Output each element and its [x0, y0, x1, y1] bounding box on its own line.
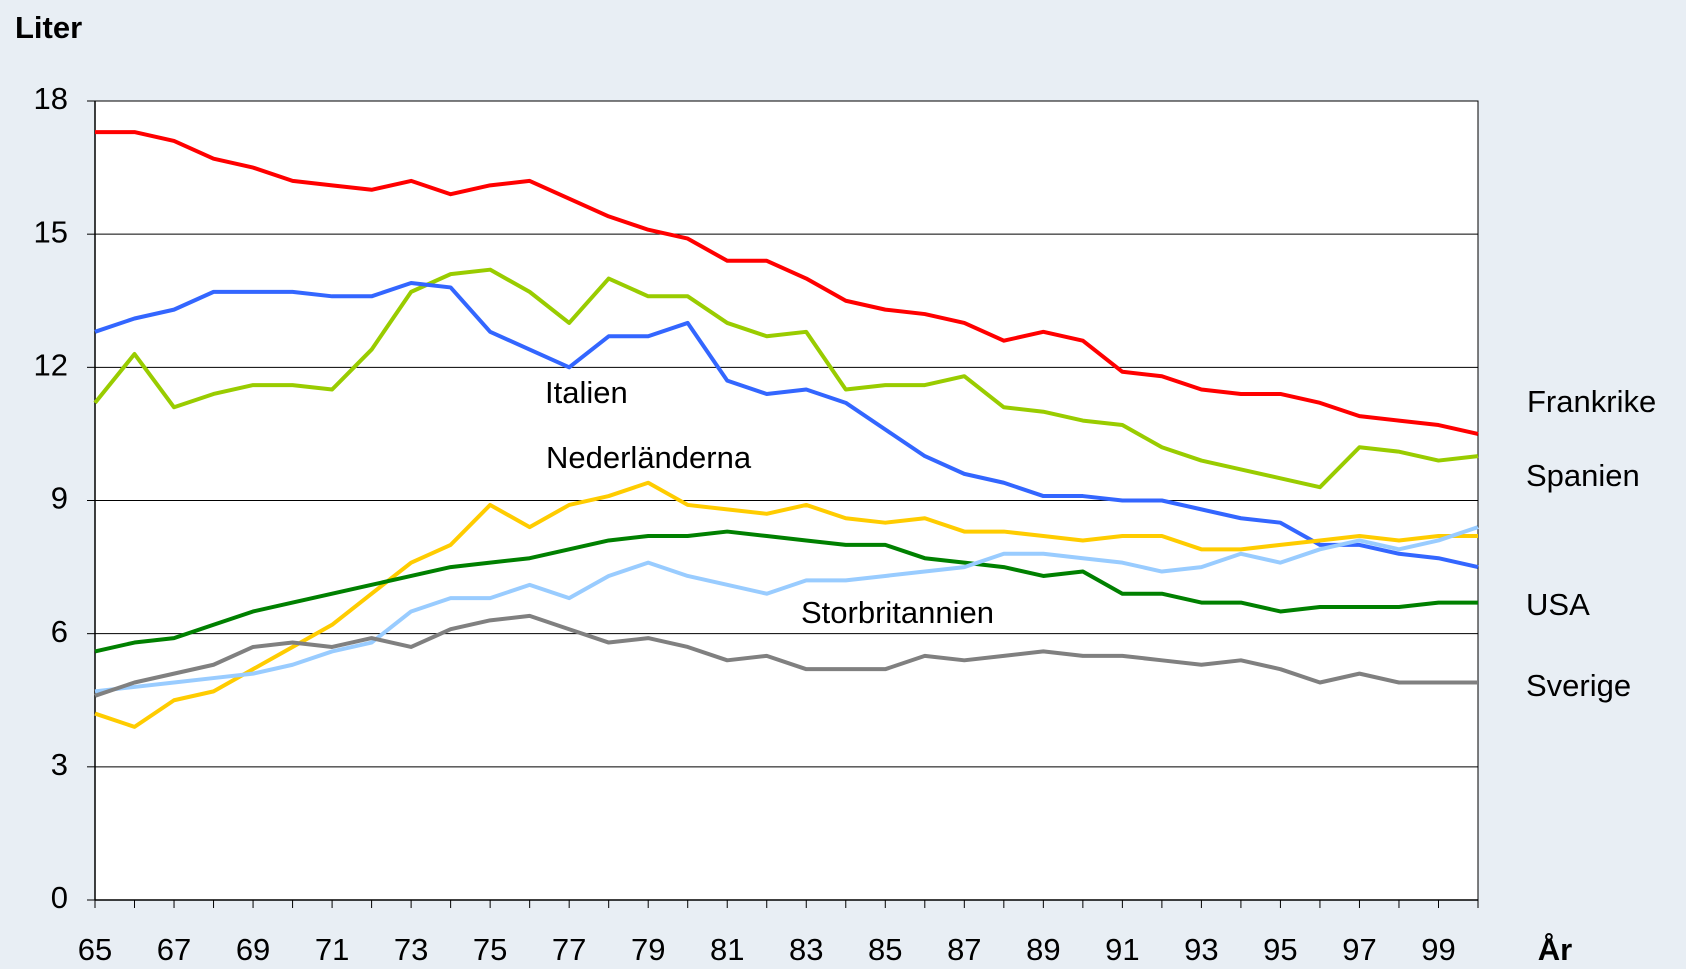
series-line — [94, 525, 1479, 694]
series-line — [94, 613, 1478, 698]
x-tick-label: 99 — [1421, 932, 1455, 967]
x-tick-label: 83 — [789, 932, 823, 967]
y-axis-label: Liter — [15, 10, 82, 45]
series-label: Frankrike — [1527, 384, 1656, 419]
series-label: Nederländerna — [546, 440, 752, 475]
x-axis-label: År — [1538, 932, 1572, 967]
x-tick-label: 65 — [78, 932, 112, 967]
x-tick-label: 91 — [1105, 932, 1139, 967]
y-tick-label: 3 — [51, 747, 68, 782]
y-tick-label: 6 — [51, 614, 68, 649]
series-line — [94, 529, 1478, 654]
x-tick-label: 81 — [710, 932, 744, 967]
series-label: Italien — [545, 375, 628, 410]
x-tick-label: 73 — [394, 932, 428, 967]
y-tick-label: 12 — [34, 348, 68, 383]
x-tick-label: 93 — [1184, 932, 1218, 967]
x-tick-label: 89 — [1026, 932, 1060, 967]
series-label: Sverige — [1526, 668, 1631, 703]
x-tick-label: 75 — [473, 932, 507, 967]
x-tick-label: 87 — [947, 932, 981, 967]
series-label: Storbritannien — [801, 595, 994, 630]
x-tick-label: 77 — [552, 932, 586, 967]
x-tick-label: 71 — [315, 932, 349, 967]
series-line — [94, 480, 1478, 729]
y-tick-label: 18 — [34, 81, 68, 116]
series-label: Spanien — [1526, 458, 1640, 493]
x-tick-label: 69 — [236, 932, 270, 967]
series-line — [93, 267, 1479, 490]
x-tick-label: 95 — [1263, 932, 1297, 967]
y-tick-label: 0 — [51, 880, 68, 915]
x-tick-label: 79 — [631, 932, 665, 967]
x-tick-label: 85 — [868, 932, 902, 967]
series-line — [95, 130, 1479, 436]
y-tick-label: 9 — [51, 481, 68, 516]
series-line — [94, 280, 1479, 570]
y-tick-label: 15 — [34, 214, 68, 249]
x-tick-label: 67 — [157, 932, 191, 967]
x-tick-label: 97 — [1342, 932, 1376, 967]
series-label: USA — [1526, 587, 1590, 622]
